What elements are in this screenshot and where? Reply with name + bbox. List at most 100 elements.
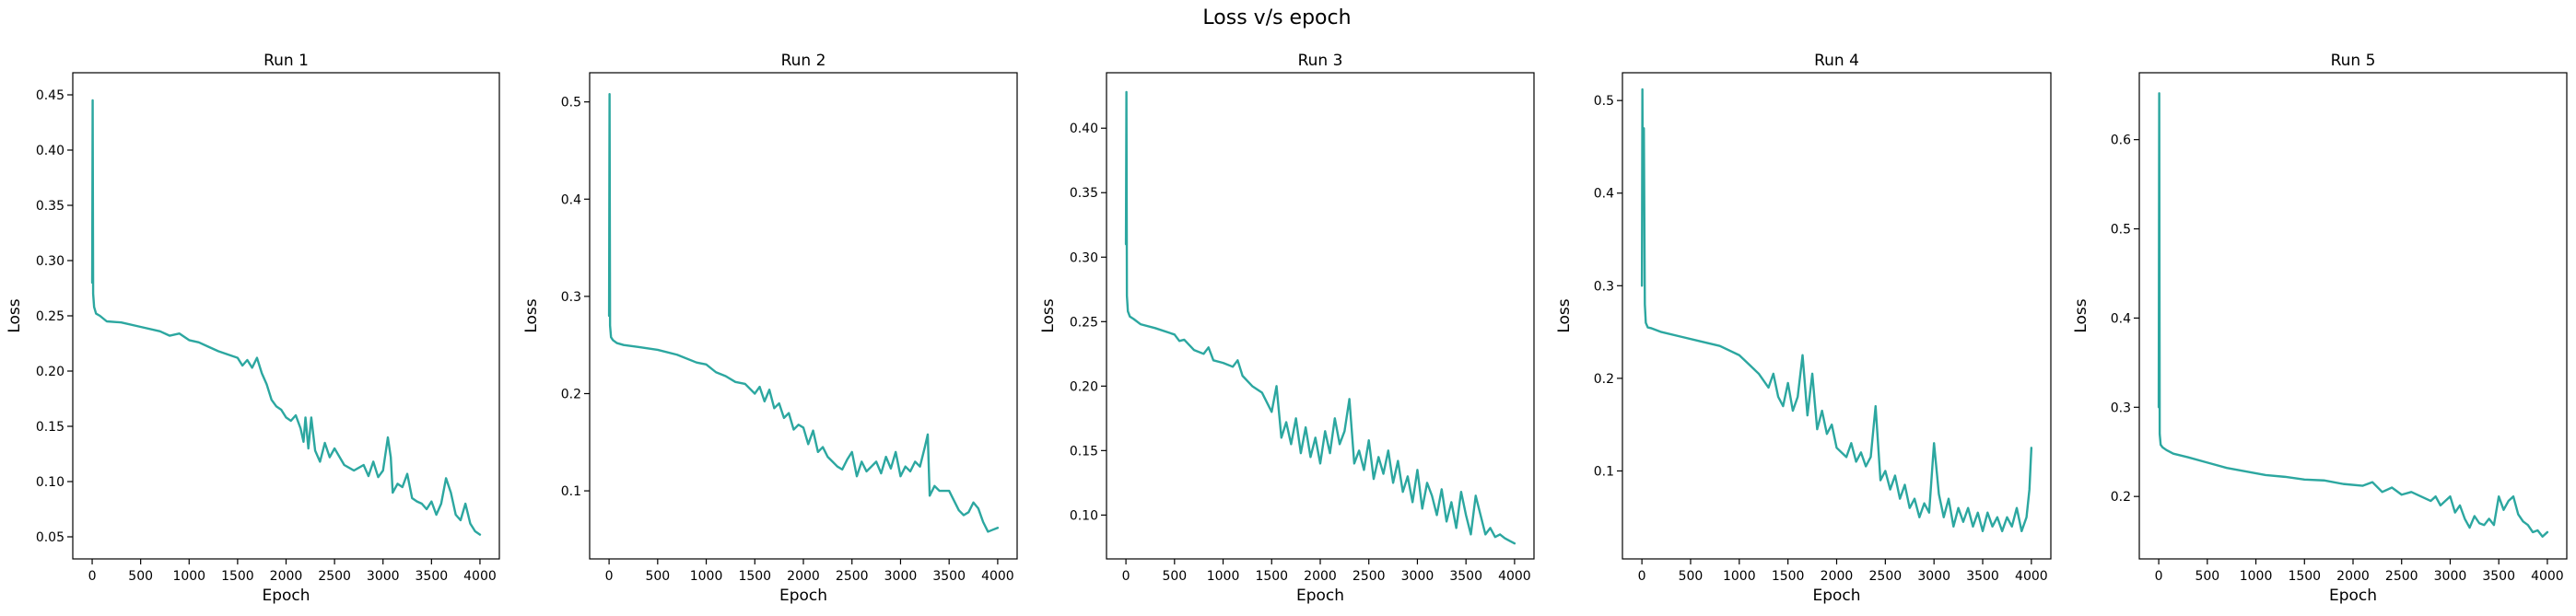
x-tick-label: 1000 <box>2240 569 2273 584</box>
x-axis-label: Epoch <box>1812 587 1860 605</box>
x-axis-label: Epoch <box>779 587 827 605</box>
x-tick-label: 0 <box>88 569 97 584</box>
y-tick-label: 0.05 <box>36 530 64 545</box>
y-tick-label: 0.5 <box>561 96 581 110</box>
x-tick-label: 3500 <box>932 569 966 584</box>
y-tick-label: 0.2 <box>561 387 581 401</box>
x-tick-label: 2500 <box>1869 569 1903 584</box>
y-tick-label: 0.40 <box>36 144 64 158</box>
y-tick-label: 0.40 <box>1070 122 1098 136</box>
x-tick-label: 1000 <box>690 569 723 584</box>
subplot-run-1: 0 500 1000 1500 2000 2500 3000 3500 4000 0.05 0.10… <box>6 52 500 605</box>
subplot-run-3: 0 500 1000 1500 2000 2500 3000 3500 4000 0.10 0.15… <box>1039 52 1535 605</box>
x-tick-label: 2500 <box>2385 569 2418 584</box>
x-tick-label: 3000 <box>1401 569 1434 584</box>
x-tick-label: 1000 <box>1723 569 1756 584</box>
axes-frame <box>1106 72 1535 560</box>
x-tick-label: 3500 <box>1966 569 1999 584</box>
y-tick-label: 0.2 <box>2111 490 2131 505</box>
x-tick-label: 0 <box>1638 569 1646 584</box>
axes-frame <box>2138 72 2568 560</box>
loss-line <box>90 99 482 536</box>
x-tick-label: 2000 <box>2336 569 2370 584</box>
x-tick-label: 4000 <box>2531 569 2564 584</box>
x-tick-label: 500 <box>645 569 670 584</box>
y-tick-label: 0.30 <box>36 254 64 269</box>
y-tick-label: 0.10 <box>36 475 64 490</box>
x-tick-label: 3000 <box>367 569 400 584</box>
x-tick-label: 500 <box>1162 569 1187 584</box>
y-tick-label: 0.25 <box>1070 315 1098 330</box>
y-tick-label: 0.6 <box>2111 134 2131 148</box>
y-tick-label: 0.20 <box>36 365 64 379</box>
x-axis-label: Epoch <box>1296 587 1344 605</box>
loss-line <box>607 93 1000 533</box>
y-tick-label: 0.10 <box>1070 508 1098 523</box>
x-tick-label: 1000 <box>172 569 205 584</box>
subplot-title: Run 1 <box>263 52 309 70</box>
y-tick-label: 0.3 <box>2111 401 2131 415</box>
x-tick-label: 3500 <box>416 569 449 584</box>
y-tick-label: 0.4 <box>561 192 581 207</box>
y-tick-label: 0.35 <box>1070 186 1098 201</box>
x-tick-label: 0 <box>605 569 614 584</box>
x-tick-label: 500 <box>128 569 153 584</box>
x-tick-label: 500 <box>1679 569 1704 584</box>
x-axis-label: Epoch <box>2329 587 2377 605</box>
x-tick-label: 4000 <box>463 569 497 584</box>
y-tick-label: 0.30 <box>1070 250 1098 265</box>
axes-frame <box>72 72 500 560</box>
x-tick-label: 2000 <box>787 569 820 584</box>
y-tick-label: 0.5 <box>1594 94 1614 109</box>
x-tick-label: 1500 <box>221 569 254 584</box>
y-tick-label: 0.4 <box>1594 187 1614 202</box>
x-tick-label: 1500 <box>738 569 771 584</box>
x-tick-label: 1500 <box>2288 569 2321 584</box>
x-tick-label: 1000 <box>1207 569 1240 584</box>
x-tick-label: 2000 <box>1821 569 1854 584</box>
y-tick-label: 0.25 <box>36 309 64 324</box>
y-tick-label: 0.35 <box>36 199 64 214</box>
loss-line <box>1640 87 2033 533</box>
y-tick-label: 0.2 <box>1594 372 1614 387</box>
x-tick-label: 2500 <box>1352 569 1386 584</box>
x-tick-label: 4000 <box>1498 569 1531 584</box>
subplot-run-5: 0 500 1000 1500 2000 2500 3000 3500 4000 0.2 0.3 0.… <box>2072 52 2568 605</box>
y-tick-label: 0.3 <box>561 290 581 305</box>
loss-line <box>1124 90 1516 545</box>
x-tick-label: 500 <box>2195 569 2219 584</box>
y-tick-label: 0.1 <box>1594 464 1614 479</box>
x-tick-label: 4000 <box>2015 569 2048 584</box>
subplot-title: Run 5 <box>2331 52 2376 70</box>
y-tick-label: 0.15 <box>36 420 64 435</box>
x-tick-label: 3500 <box>2482 569 2515 584</box>
y-axis-label: Loss <box>6 298 24 332</box>
figure-title: Loss v/s epoch <box>1202 6 1351 29</box>
x-tick-label: 3000 <box>884 569 918 584</box>
y-tick-label: 0.3 <box>1594 279 1614 294</box>
subplot-run-2: 0 500 1000 1500 2000 2500 3000 3500 4000 0.1 0.2 0.… <box>522 52 1018 605</box>
x-axis-label: Epoch <box>262 587 310 605</box>
y-axis-label: Loss <box>1039 298 1058 332</box>
y-axis-label: Loss <box>1555 298 1574 332</box>
x-tick-label: 3500 <box>1449 569 1482 584</box>
x-tick-label: 3000 <box>2434 569 2467 584</box>
x-tick-label: 2000 <box>270 569 303 584</box>
subplot-title: Run 3 <box>1298 52 1343 70</box>
axes-frame <box>1622 72 2052 560</box>
x-tick-label: 2500 <box>318 569 351 584</box>
y-tick-label: 0.5 <box>2111 223 2131 238</box>
axes-frame <box>589 72 1018 560</box>
x-tick-label: 4000 <box>981 569 1014 584</box>
x-tick-label: 3000 <box>1917 569 1950 584</box>
y-axis-label: Loss <box>522 298 541 332</box>
x-tick-label: 1500 <box>1255 569 1288 584</box>
y-tick-label: 0.1 <box>561 484 581 499</box>
y-tick-label: 0.45 <box>36 88 64 103</box>
y-axis-label: Loss <box>2072 298 2090 332</box>
x-tick-label: 1500 <box>1772 569 1805 584</box>
subplot-title: Run 2 <box>781 52 826 70</box>
loss-line <box>2157 92 2549 538</box>
